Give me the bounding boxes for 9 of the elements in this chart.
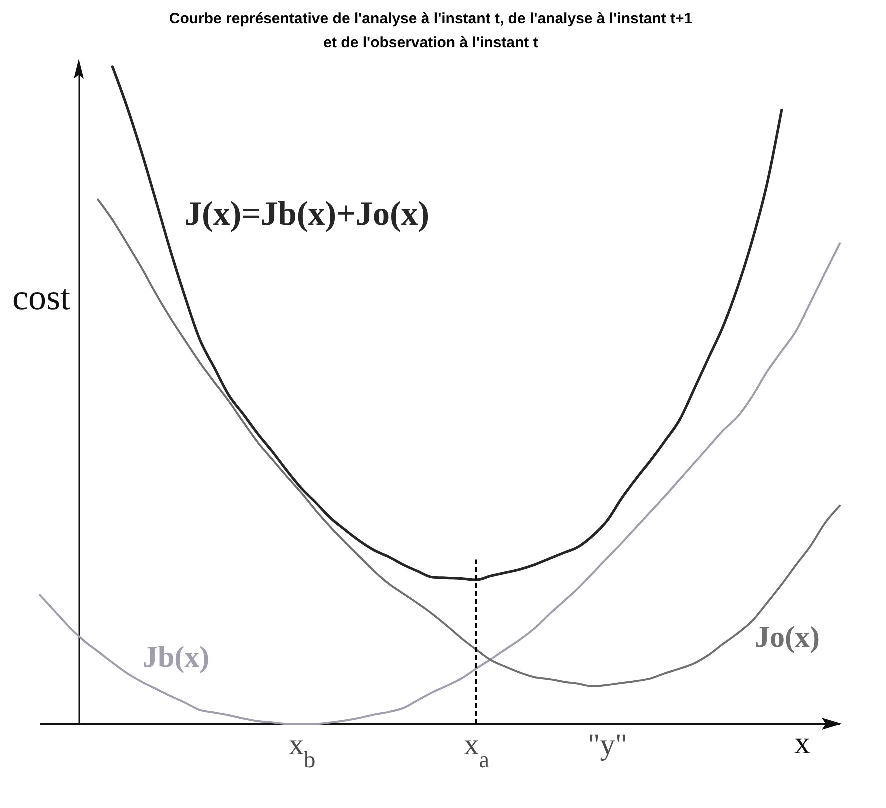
y-axis-title: cost — [12, 278, 70, 318]
x-tick-label: x$_{a}$ — [464, 728, 490, 774]
chart-title: Courbe représentative de l'analyse à l'instant t, de l'analyse à l'instant t+1 et de l'observation à l'instant t — [169, 10, 693, 52]
x-tick-label: x$_{b}$ — [288, 728, 316, 774]
series-label: J(x)=Jb(x)+Jo(x) — [185, 196, 430, 233]
x-tick-label: "y" — [588, 728, 628, 762]
series-label: Jb(x) — [143, 641, 210, 674]
x-axis-title: x — [794, 724, 810, 760]
series-label: Jo(x) — [755, 621, 820, 654]
